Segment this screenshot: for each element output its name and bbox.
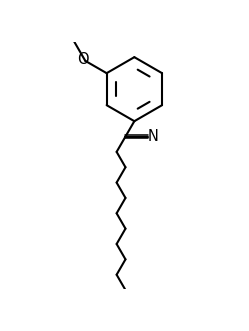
Text: O: O	[77, 52, 89, 67]
Text: N: N	[147, 129, 158, 144]
